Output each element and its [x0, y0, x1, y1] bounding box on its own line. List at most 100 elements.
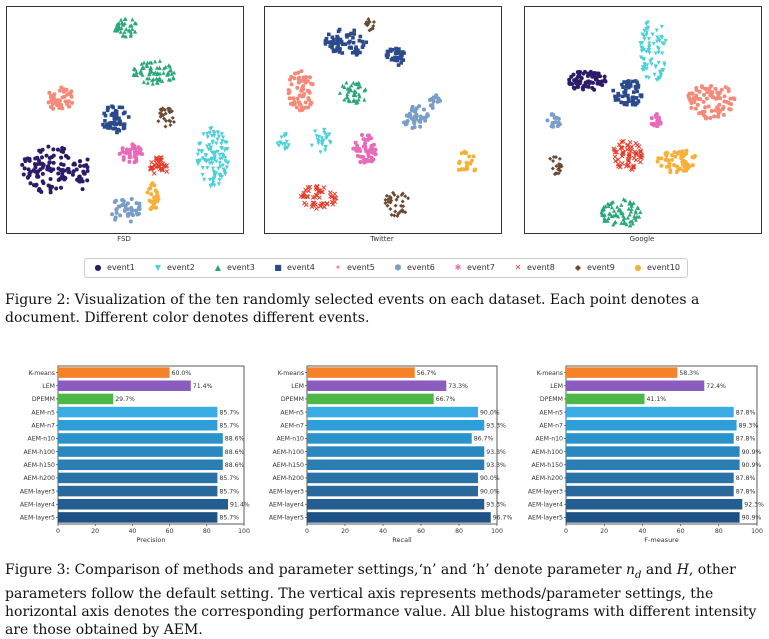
- scatter-cluster-event10: [456, 149, 478, 173]
- scatter-cluster-event1: [567, 69, 608, 92]
- bar-DPEMM: [307, 393, 434, 405]
- category-label: AEM-h150: [24, 462, 56, 469]
- x-tick-label: 60: [166, 528, 174, 535]
- legend-item-event3: ▲ event3: [213, 263, 255, 272]
- scatter-plot-google: [524, 6, 762, 234]
- value-label: 41.1%: [647, 396, 667, 403]
- bar-chart-recall-svg: K-means 56.7% LEM 73.3% DPEMM 66.7% AEM-n5 90.0…: [269, 365, 513, 544]
- scatter-cluster-event2: [195, 126, 231, 189]
- scatter-cluster-event9: [548, 154, 564, 177]
- bar-AEM-n5: [566, 406, 734, 418]
- scatter-cluster-event2: [309, 127, 333, 155]
- bar-AEM-h200: [566, 472, 734, 484]
- category-label: AEM-n7: [31, 423, 55, 430]
- bar-AEM-layer4: [58, 498, 229, 510]
- legend-item-event1: ● event1: [93, 263, 135, 272]
- scatter-cluster-event4: [101, 104, 131, 135]
- x-tick-label: 40: [638, 528, 646, 535]
- scatter-cluster-event1: [20, 144, 79, 195]
- legend-label: event2: [167, 263, 195, 272]
- value-label: 96.7%: [493, 515, 513, 522]
- value-label: 93.3%: [486, 449, 506, 456]
- scatter-cluster-event9: [383, 190, 411, 218]
- bar-AEM-layer4: [566, 498, 743, 510]
- value-label: 92.3%: [744, 502, 764, 509]
- scatter-label-google: Google: [629, 235, 655, 243]
- category-label: DPEMM: [32, 396, 55, 403]
- scatter-cluster-event9: [156, 106, 176, 129]
- category-label: AEM-layer4: [20, 502, 55, 509]
- x-tick-label: 60: [677, 528, 685, 535]
- legend-marker-event9: ◆: [574, 263, 582, 272]
- axes-frame: [57, 365, 245, 525]
- x-tick-label: 80: [455, 528, 463, 535]
- category-label: AEM-h200: [532, 475, 564, 482]
- figure3-caption-part-a: Figure 3: Comparison of methods and para…: [5, 562, 627, 578]
- scatter-label-fsd: FSD: [117, 235, 131, 243]
- category-label: DPEMM: [540, 396, 563, 403]
- category-label: AEM-layer4: [528, 502, 563, 509]
- x-tick-label: 60: [417, 528, 425, 535]
- scatter-cluster-event2: [275, 132, 291, 152]
- value-label: 93.3%: [486, 502, 506, 509]
- x-tick-label: 20: [91, 528, 99, 535]
- value-label: 66.7%: [436, 396, 456, 403]
- scatter-cluster-event4: [384, 46, 406, 67]
- legend-marker-event3: ▲: [214, 263, 222, 272]
- legend-label: event3: [227, 263, 255, 272]
- legend-label: event1: [107, 263, 135, 272]
- bar-AEM-layer5: [566, 512, 740, 523]
- x-tick-label: 100: [238, 528, 250, 535]
- value-label: 87.8%: [736, 436, 756, 443]
- legend-item-event7: ✱ event7: [453, 263, 495, 272]
- bar-chart-precision-svg: K-means 60.0% LEM 71.4% DPEMM 29.7% AEM-n5 85.7…: [20, 365, 250, 544]
- scatter-plot-fsd: [6, 6, 244, 234]
- legend-item-event9: ◆ event9: [573, 263, 615, 272]
- scatter-cluster-event7: [117, 142, 145, 165]
- scatter-cluster-event1: [75, 157, 90, 192]
- category-label: AEM-h100: [273, 449, 305, 456]
- legend-marker-event2: ▼: [154, 263, 162, 272]
- legend-marker-event6: ⬢: [394, 263, 402, 272]
- category-label: AEM-layer3: [269, 488, 304, 495]
- category-label: AEM-layer4: [269, 502, 304, 509]
- value-label: 87.8%: [736, 475, 756, 482]
- category-label: AEM-layer3: [528, 488, 563, 495]
- category-label: AEM-layer3: [20, 488, 55, 495]
- bar-AEM-h150: [58, 459, 223, 471]
- category-label: K-means: [29, 370, 55, 377]
- figure2-caption: Figure 2: Visualization of the ten rando…: [5, 292, 700, 326]
- event-legend: ● event1 ▼ event2 ▲ event3 ■ event4 ✦ event5 ⬢ even…: [84, 258, 688, 278]
- bar-AEM-h100: [307, 446, 485, 457]
- value-label: 89.3%: [739, 423, 759, 430]
- category-label: AEM-layer5: [528, 515, 563, 522]
- value-label: 90.9%: [742, 449, 762, 456]
- x-tick-label: 0: [564, 528, 568, 535]
- scatter-cluster-event6: [402, 104, 430, 130]
- bar-AEM-n10: [566, 433, 734, 444]
- value-label: 87.8%: [736, 488, 756, 495]
- category-label: AEM-layer5: [269, 515, 304, 522]
- figure3-caption-part-b: and: [641, 562, 677, 578]
- legend-label: event5: [347, 263, 375, 272]
- category-label: AEM-h100: [24, 449, 56, 456]
- legend-marker-event10: ●: [634, 263, 642, 272]
- bar-DPEMM: [58, 393, 114, 405]
- scatter-cluster-event7: [649, 112, 663, 129]
- category-label: AEM-layer5: [20, 515, 55, 522]
- category-label: AEM-n7: [539, 423, 563, 430]
- legend-marker-event1: ●: [94, 263, 102, 272]
- value-label: 93.3%: [486, 423, 506, 430]
- category-label: AEM-h100: [532, 449, 564, 456]
- scatter-cluster-event9: [363, 17, 376, 33]
- x-tick-label: 0: [56, 528, 60, 535]
- legend-marker-event5: ✦: [334, 263, 342, 272]
- value-label: 88.6%: [225, 436, 245, 443]
- value-label: 90.0%: [480, 475, 500, 482]
- bar-K-means: [566, 367, 678, 378]
- legend-label: event6: [407, 263, 435, 272]
- category-label: AEM-n10: [276, 436, 304, 443]
- bar-K-means: [58, 367, 170, 378]
- category-label: LEM: [291, 383, 304, 390]
- x-tick-label: 80: [203, 528, 211, 535]
